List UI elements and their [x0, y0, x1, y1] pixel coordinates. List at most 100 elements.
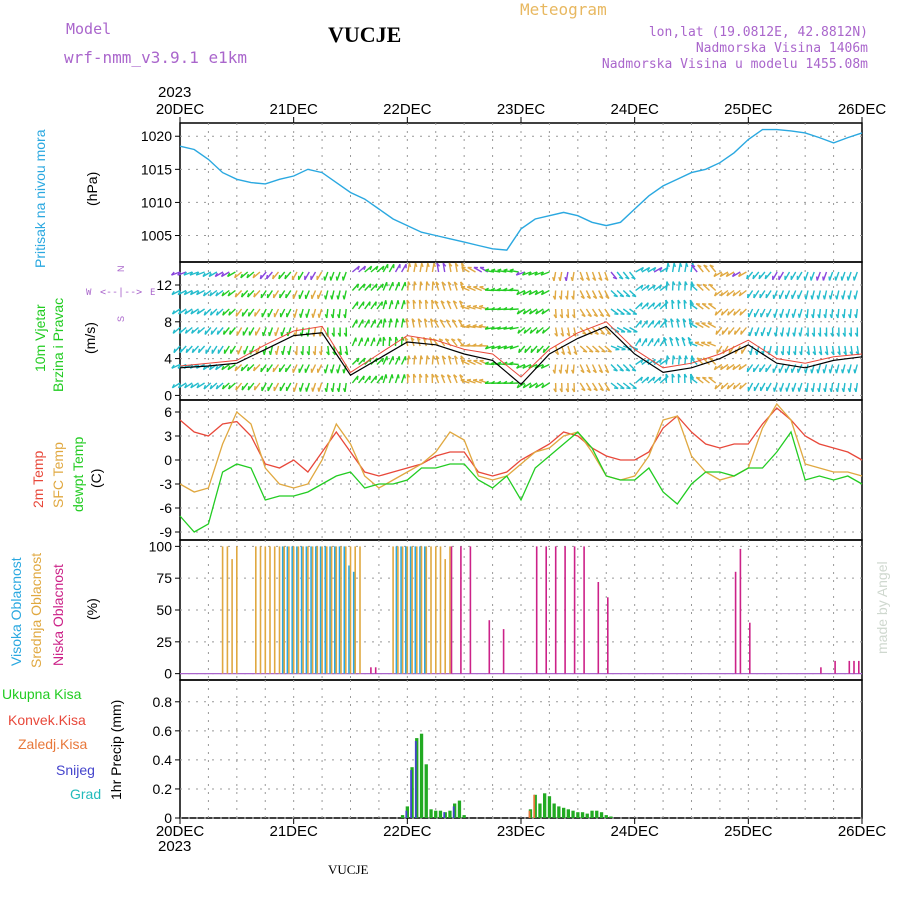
wind-arrow-head	[208, 365, 212, 370]
wind-arrow	[382, 356, 388, 365]
wind-arrow-head	[445, 338, 450, 342]
wind-arrow-head	[689, 303, 694, 305]
wind-arrow	[604, 327, 612, 335]
wind-arrow	[565, 271, 569, 282]
wind-arrow	[484, 269, 495, 273]
wind-arrow	[690, 281, 693, 291]
wind-arrow	[522, 289, 532, 296]
wind-arrow-head	[305, 313, 308, 318]
wind-arrow	[822, 271, 828, 281]
wind-arrow	[364, 265, 373, 273]
wind-arrow	[203, 289, 212, 297]
wind-arrow-head	[830, 351, 835, 356]
wind-arrow	[196, 289, 205, 296]
wind-arrow-head	[817, 314, 821, 319]
y-tick-label: 0	[164, 666, 172, 682]
precip-bar	[604, 815, 608, 818]
wind-arrow-head	[298, 387, 302, 392]
wind-arrow	[404, 337, 409, 347]
wind-arrow	[541, 382, 550, 389]
wind-arrow	[536, 345, 544, 354]
wind-arrow-head	[687, 336, 692, 341]
wind-arrow	[653, 320, 661, 328]
wind-arrow	[805, 290, 809, 300]
wind-arrow-head	[786, 332, 789, 337]
wind-arrow	[407, 262, 411, 273]
wind-arrow	[641, 358, 650, 366]
wind-arrow	[764, 271, 772, 280]
wind-arrow	[310, 271, 317, 281]
wind-arrow-head	[810, 295, 813, 300]
wind-arrow-head	[671, 299, 675, 304]
wind-arrow	[247, 382, 255, 391]
wind-arrow-head	[677, 299, 681, 304]
wind-arrow	[205, 345, 212, 354]
wind-arrow-head	[408, 262, 412, 268]
wind-arrow	[351, 337, 357, 347]
wind-arrow-head	[852, 276, 855, 281]
x-tick-label-bottom: 25DEC	[724, 823, 773, 840]
wind-arrow-head	[714, 384, 718, 390]
wind-arrow-head	[509, 361, 514, 365]
wind-arrow	[425, 262, 429, 273]
wind-arrow-head	[420, 355, 424, 360]
wind-arrow-head	[418, 299, 423, 304]
wind-arrow	[394, 356, 400, 365]
wind-arrow-head	[516, 364, 520, 369]
wind-arrow-head	[433, 319, 438, 323]
wind-arrow	[370, 283, 378, 291]
wind-arrow	[784, 271, 791, 281]
wind-arrow-head	[215, 384, 219, 390]
wind-arrow-head	[726, 384, 730, 390]
wind-arrow	[806, 382, 809, 392]
wind-arrow-head	[696, 303, 701, 305]
wind-arrow	[741, 345, 747, 354]
wind-arrow-head	[640, 376, 643, 382]
wind-arrow-head	[183, 271, 188, 276]
wind-arrow	[695, 322, 704, 329]
wind-arrow-head	[435, 355, 440, 360]
wind-arrow-head	[246, 366, 250, 372]
wind-arrow-head	[567, 351, 572, 356]
wind-arrow-head	[281, 350, 284, 355]
wind-arrow-head	[432, 281, 436, 286]
wind-arrow-head	[442, 262, 447, 267]
wind-arrow-head	[472, 378, 478, 381]
precip-bar	[533, 794, 536, 818]
wind-arrow-head	[173, 348, 176, 353]
wind-arrow	[616, 345, 626, 351]
wind-arrow	[388, 281, 394, 291]
wind-arrow-head	[497, 268, 502, 272]
wind-arrow-head	[407, 281, 411, 286]
wind-arrow-head	[479, 304, 484, 308]
wind-arrow	[268, 327, 274, 337]
wind-arrow-head	[419, 281, 423, 286]
precip-bar	[528, 809, 533, 818]
wind-arrow	[622, 308, 632, 315]
wind-arrow	[491, 269, 501, 273]
wind-arrow-head	[595, 350, 600, 353]
wind-arrow-head	[640, 267, 644, 272]
wind-arrow-head	[403, 374, 406, 379]
wind-arrow-head	[773, 332, 777, 337]
wind-arrow-head	[448, 355, 452, 360]
wind-arrow	[604, 290, 610, 299]
wind-arrow	[211, 345, 218, 354]
wind-arrow	[719, 271, 729, 278]
wind-arrow	[254, 308, 261, 317]
wind-arrow	[682, 318, 686, 328]
precip-bar	[410, 767, 414, 818]
wind-arrow-head	[253, 366, 256, 372]
wind-arrow	[298, 364, 304, 373]
wind-arrow	[687, 337, 692, 347]
wind-arrow-head	[626, 387, 631, 390]
wind-arrow-head	[631, 276, 636, 280]
wind-arrow-head	[214, 272, 218, 277]
wind-arrow	[780, 308, 785, 318]
wind-arrow	[382, 374, 387, 384]
wind-arrow	[796, 271, 803, 281]
wind-arrow-head	[829, 387, 833, 393]
wind-arrow-head	[853, 295, 856, 300]
wind-arrow	[446, 300, 452, 310]
wind-arrow-head	[509, 345, 514, 350]
